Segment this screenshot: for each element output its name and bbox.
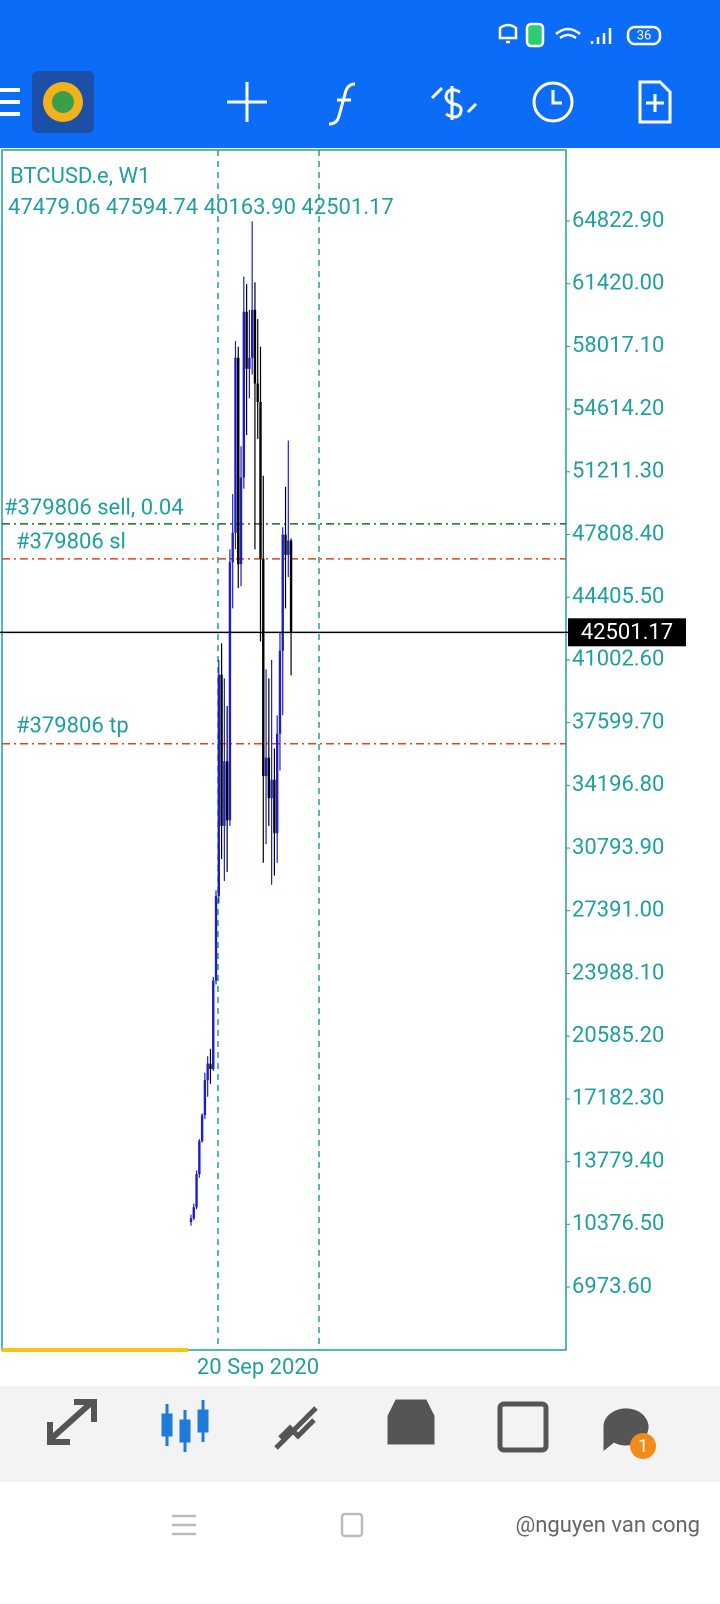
order-level-label: #379806 sell, 0.04 <box>4 496 184 521</box>
candle-body <box>237 357 240 565</box>
y-tick-label: 54614.20 <box>572 396 664 421</box>
chart: BTCUSD.e, W1 47479.06 47594.74 40163.90 … <box>0 149 686 1380</box>
candle-body <box>228 562 232 821</box>
trade-button[interactable] <box>430 86 478 120</box>
y-tick-label: 41002.60 <box>572 647 664 672</box>
menu-key[interactable] <box>172 1514 196 1536</box>
candle-body <box>195 1174 198 1208</box>
indicators-button[interactable] <box>328 82 356 126</box>
timeframe-button[interactable] <box>532 81 574 123</box>
candle-body <box>287 540 290 555</box>
battery: 36 <box>637 28 652 43</box>
candle-body <box>225 761 229 821</box>
candle-body <box>198 1140 201 1175</box>
system-icons: @nguyen van cong <box>172 1512 700 1538</box>
y-tick-label: 20585.20 <box>572 1023 664 1048</box>
y-tick-label: 44405.50 <box>572 584 664 609</box>
menu-button[interactable] <box>0 88 20 116</box>
y-tick-label: 47808.40 <box>572 521 664 546</box>
candle-body <box>209 1063 212 1070</box>
candle-body <box>275 733 279 834</box>
y-tick-label: 6973.60 <box>572 1274 652 1299</box>
nav-icons: 1 <box>47 1399 656 1459</box>
system-bar: @nguyen van cong <box>0 1482 720 1600</box>
chart-frame <box>1 149 567 1351</box>
y-tick-label: 37599.70 <box>572 709 664 734</box>
candle-body <box>214 895 218 981</box>
current-price-label: 42501.17 <box>581 620 673 645</box>
y-tick-label: 23988.10 <box>572 960 664 985</box>
status-icons <box>498 22 662 48</box>
candle-body <box>267 757 271 799</box>
y-tick-label: 27391.00 <box>572 898 664 923</box>
candle-body <box>278 650 282 734</box>
candle-body <box>206 1063 209 1081</box>
new-order-button[interactable] <box>638 80 672 124</box>
candle-body <box>289 540 293 633</box>
candle-body <box>189 1218 193 1223</box>
candle-body <box>250 309 254 358</box>
y-tick-label: 30793.90 <box>572 835 664 860</box>
candle-body <box>281 534 284 651</box>
badge <box>630 1433 656 1459</box>
candle-body <box>242 311 246 478</box>
candle-body <box>253 309 257 384</box>
candle-body <box>256 383 259 402</box>
home-key[interactable] <box>340 1512 364 1538</box>
candle-body <box>270 779 273 799</box>
candle-body <box>259 401 262 559</box>
bottom-nav: 1 <box>0 1386 720 1482</box>
candle-body <box>239 477 243 565</box>
y-tick-label: 58017.10 <box>572 333 664 358</box>
ohlc-info: 47479.06 47594.74 40163.90 42501.17 <box>8 195 394 220</box>
current-price-box <box>568 618 686 647</box>
x-label: 20 Sep 2020 <box>197 1355 319 1380</box>
news-tab[interactable] <box>497 1401 549 1453</box>
header-icons: 36 <box>0 22 672 133</box>
order-level-label: #379806 sl <box>16 530 126 555</box>
header: 36 <box>0 0 720 148</box>
chart-tab[interactable] <box>161 1400 209 1452</box>
y-tick-label: 34196.80 <box>572 772 664 797</box>
y-tick-label: 51211.30 <box>572 459 664 484</box>
trade-tab[interactable] <box>274 1406 318 1450</box>
y-tick-label: 10376.50 <box>572 1211 664 1236</box>
candle-body <box>231 532 234 563</box>
order-level-label: #379806 tp <box>16 714 129 739</box>
candle-body <box>217 674 220 896</box>
candle-body <box>203 1080 207 1116</box>
crosshair-button[interactable] <box>227 82 267 122</box>
candle-body <box>200 1115 204 1141</box>
candle-body <box>245 311 248 369</box>
candle-body <box>262 558 265 777</box>
badge-count: 1 <box>638 1436 648 1457</box>
candle-body <box>220 674 223 826</box>
candle-body <box>223 761 226 826</box>
candle-body <box>264 757 268 777</box>
candle-body <box>192 1207 195 1219</box>
history-tab[interactable] <box>387 1399 435 1445</box>
y-tick-label: 13779.40 <box>572 1148 664 1173</box>
symbol: BTCUSD.e, W1 <box>10 164 150 189</box>
y-tick-label: 61420.00 <box>572 270 664 295</box>
quotes-tab[interactable] <box>47 1399 97 1445</box>
candle-body <box>212 980 215 1070</box>
y-tick-label: 17182.30 <box>572 1086 664 1111</box>
candle-body <box>284 534 287 555</box>
watermark: @nguyen van cong <box>515 1513 700 1538</box>
candle-body <box>273 779 276 834</box>
candle-body <box>234 357 237 533</box>
scroll-indicator <box>2 1348 188 1352</box>
y-tick-label: 64822.90 <box>572 208 664 233</box>
candle-body <box>248 357 251 369</box>
